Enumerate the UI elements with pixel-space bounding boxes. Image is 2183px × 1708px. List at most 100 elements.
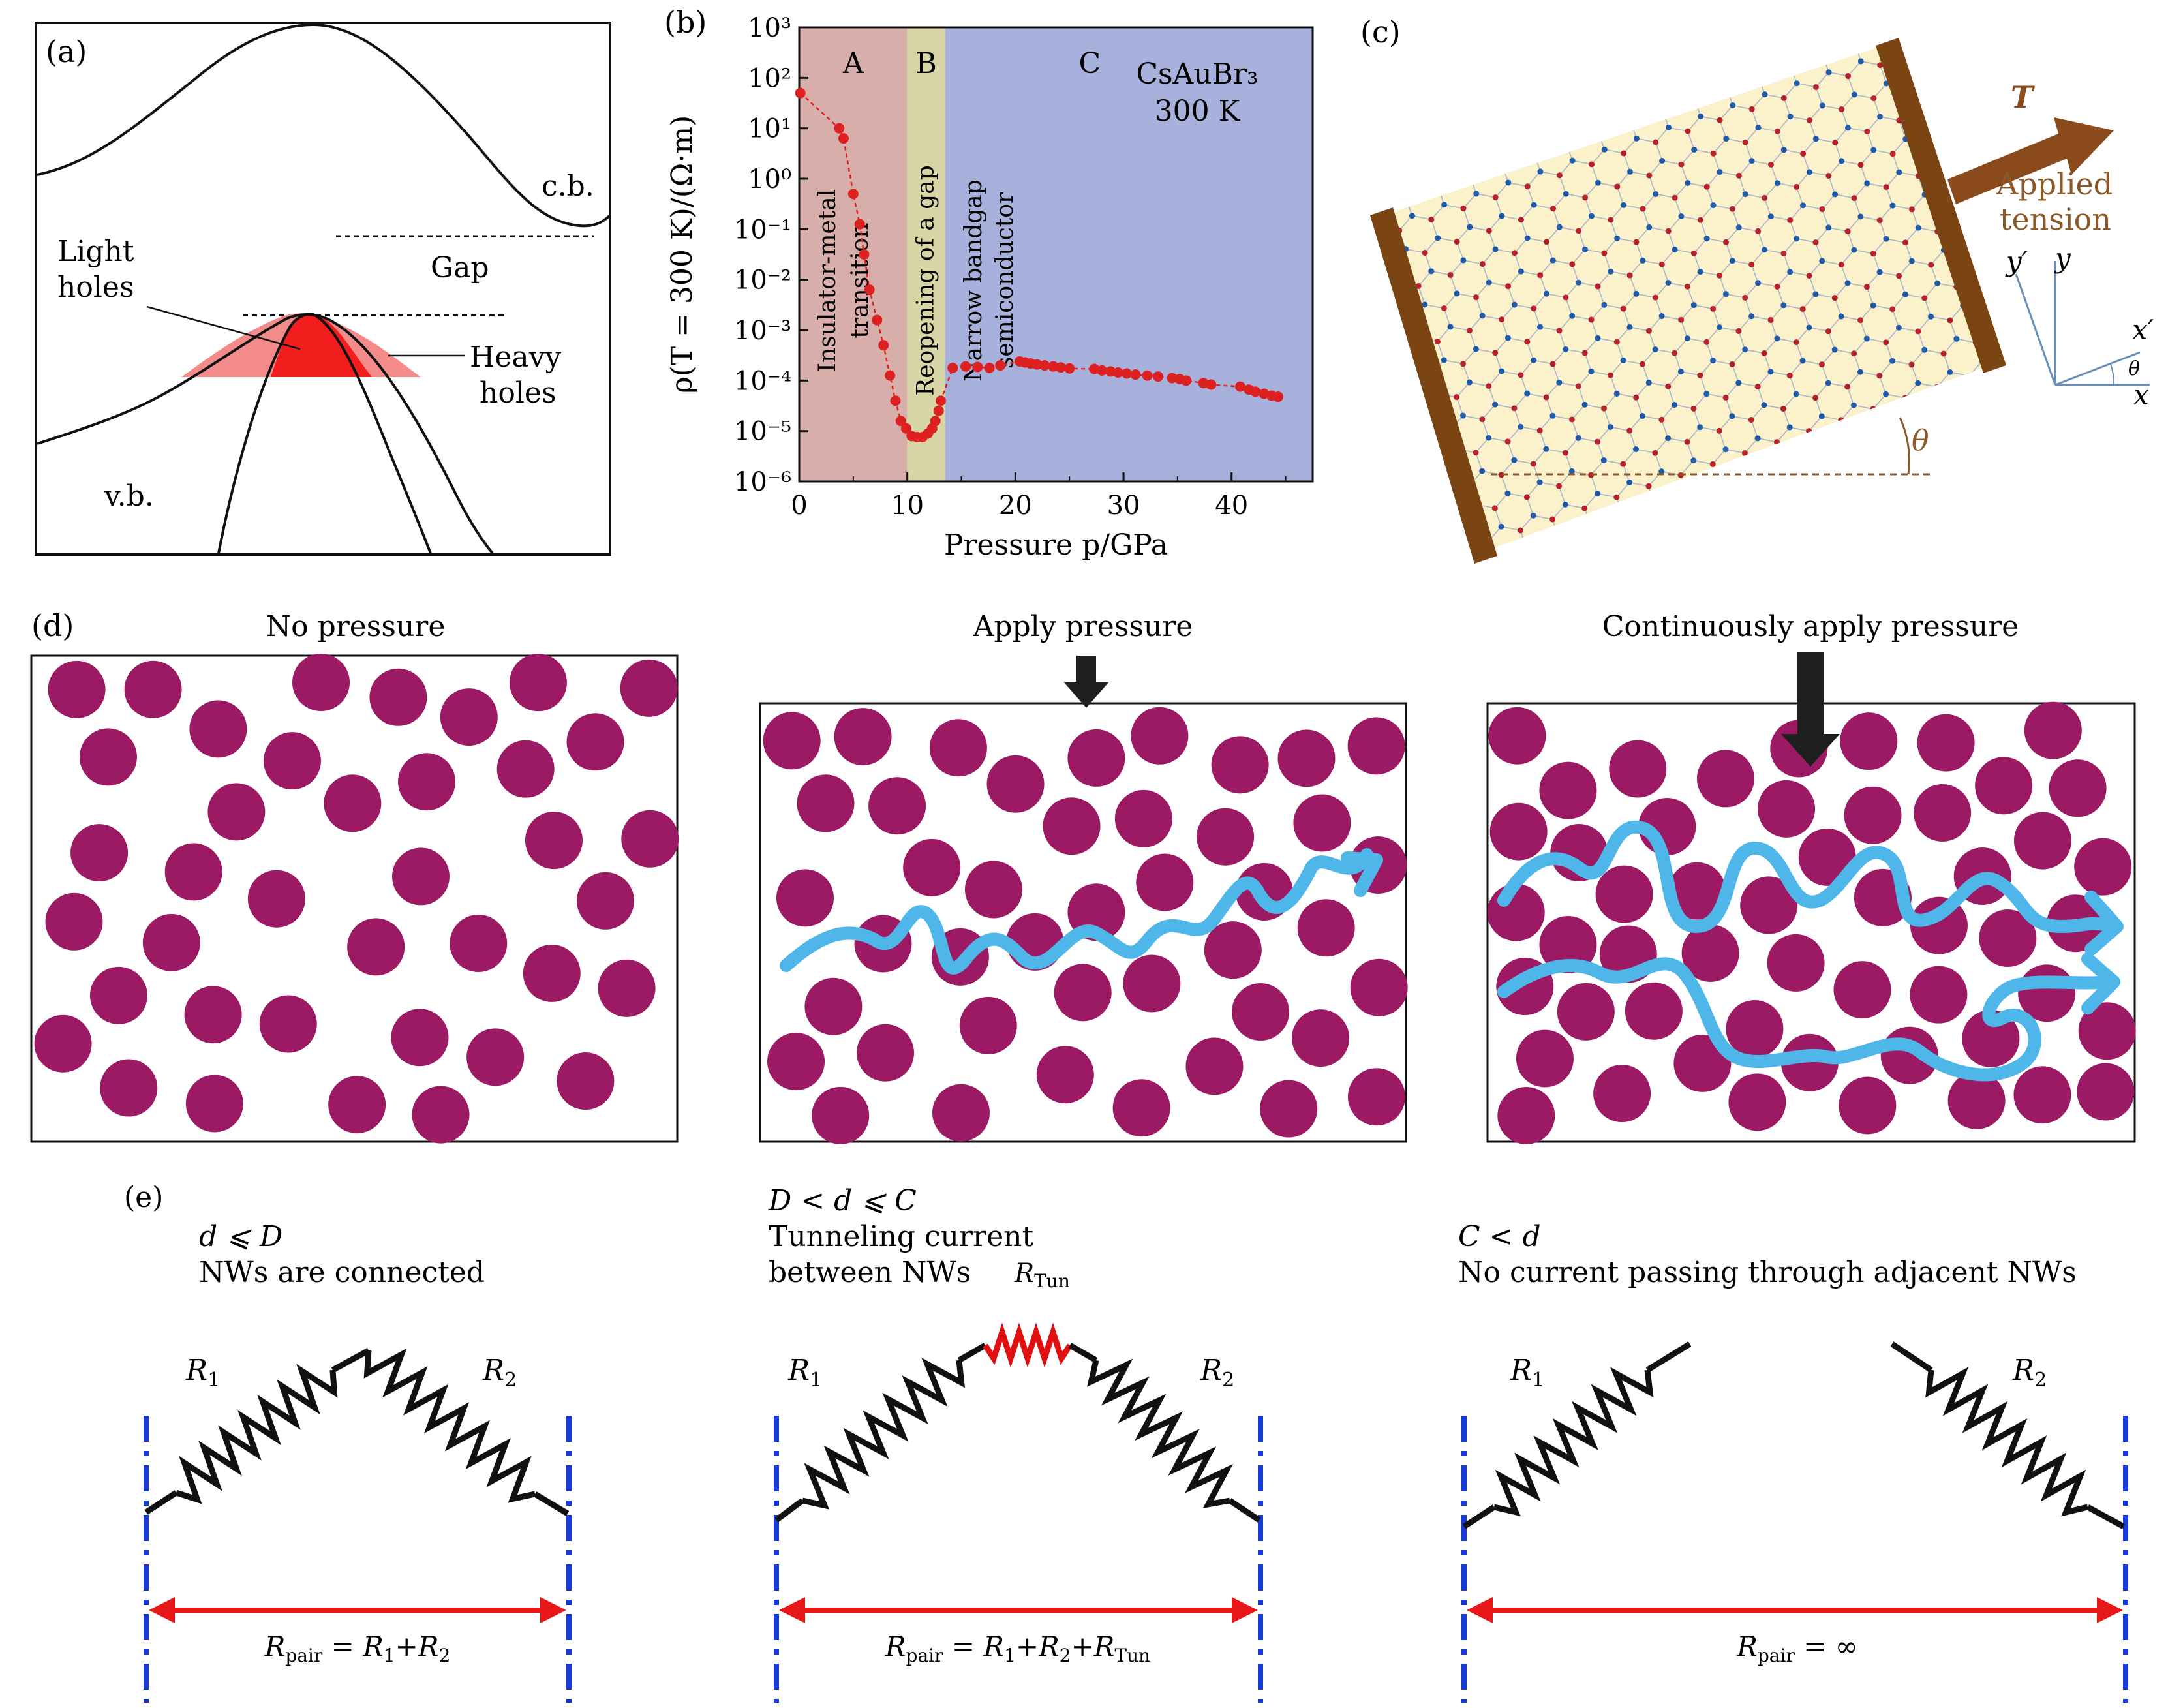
lattice-atom bbox=[1396, 382, 1402, 389]
lattice-atom bbox=[1865, 25, 1870, 31]
lattice-atom bbox=[1498, 679, 1504, 685]
nanowire-particle bbox=[189, 700, 247, 758]
lattice-atom bbox=[1664, 538, 1671, 545]
lattice-atom bbox=[1902, 239, 1908, 246]
lattice-atom bbox=[1768, 7, 1774, 12]
lattice-atom bbox=[1690, 561, 1696, 567]
lattice-atom bbox=[2075, 273, 2081, 279]
col2-junction-left bbox=[957, 1343, 987, 1363]
lattice-atom bbox=[1877, 114, 1884, 120]
nanowire-particle bbox=[1539, 761, 1597, 819]
lattice-atom bbox=[1549, 257, 1556, 264]
nanowire-particle bbox=[1043, 797, 1101, 855]
data-point bbox=[1153, 371, 1164, 382]
lattice-atom bbox=[1415, 646, 1421, 652]
lattice-atom bbox=[1511, 560, 1517, 566]
lattice-atom bbox=[1531, 357, 1537, 363]
nanowire-particle bbox=[1767, 934, 1825, 992]
lattice-atom bbox=[1972, 547, 1979, 548]
lattice-atom bbox=[1658, 261, 1665, 267]
lattice-atom bbox=[1858, 7, 1864, 12]
lattice-atom bbox=[1722, 602, 1728, 607]
lattice-atom bbox=[1908, 673, 1914, 679]
lattice-atom bbox=[1825, 224, 1832, 231]
lattice-atom bbox=[1402, 557, 1408, 562]
data-point bbox=[1130, 369, 1141, 380]
data-point bbox=[859, 249, 870, 260]
lattice-atom bbox=[1319, 213, 1325, 219]
axes-angle-arc bbox=[2110, 363, 2115, 386]
lattice-atom bbox=[2101, 296, 2107, 301]
nanowire-particle bbox=[1197, 808, 1255, 866]
data-point bbox=[930, 416, 941, 427]
lattice-atom bbox=[1730, 50, 1736, 57]
lattice-atom bbox=[1652, 294, 1658, 301]
lattice-atom bbox=[1332, 250, 1338, 256]
lattice-atom bbox=[1902, 602, 1908, 608]
lattice-atom bbox=[1678, 57, 1685, 64]
lattice-atom bbox=[1998, 569, 2004, 575]
lattice-atom bbox=[1339, 217, 1345, 222]
col3-desc: No current passing through adjacent NWs bbox=[1458, 1256, 2077, 1289]
lattice-atom bbox=[1735, 224, 1742, 231]
lattice-atom bbox=[1902, 395, 1908, 401]
nanowire-particle bbox=[1488, 707, 1546, 765]
lattice-atom bbox=[1460, 206, 1467, 212]
lattice-atom bbox=[1415, 594, 1421, 600]
col3-resistor-r2 bbox=[1925, 1367, 2089, 1517]
nanowire-particle bbox=[347, 918, 405, 976]
y-tick-label: 10⁰ bbox=[748, 164, 791, 194]
data-point bbox=[838, 133, 849, 144]
y-tick-label: 10³ bbox=[748, 13, 791, 43]
lattice-atom bbox=[2024, 436, 2030, 442]
lattice-atom bbox=[1530, 617, 1536, 622]
lattice-atom bbox=[1537, 272, 1544, 279]
lattice-atom bbox=[1370, 412, 1376, 418]
lattice-atom bbox=[1563, 294, 1569, 301]
lattice-atom bbox=[1665, 383, 1672, 389]
lattice-atom bbox=[1818, 361, 1825, 368]
lattice-atom bbox=[1665, 590, 1671, 596]
lattice-atom bbox=[1466, 690, 1472, 696]
lattice-atom bbox=[2018, 314, 2024, 320]
lattice-atom bbox=[1589, 161, 1595, 168]
lattice-atom bbox=[1556, 379, 1563, 386]
applied-label: Applied bbox=[1996, 166, 2113, 202]
tension-arrow bbox=[1947, 117, 2114, 204]
lattice-atom bbox=[2005, 380, 2011, 386]
lattice-atom bbox=[1851, 91, 1857, 98]
lattice-atom bbox=[1626, 272, 1633, 279]
lattice-atom bbox=[1908, 361, 1915, 368]
lattice-atom bbox=[1620, 305, 1626, 312]
lattice-atom bbox=[2152, 391, 2158, 397]
lattice-atom bbox=[1761, 557, 1767, 563]
lattice-atom bbox=[1614, 80, 1621, 86]
lattice-atom bbox=[1371, 361, 1377, 367]
lattice-atom bbox=[1882, 495, 1889, 501]
data-point bbox=[854, 219, 865, 230]
region-a-description-2: transition bbox=[847, 222, 874, 338]
lattice-atom bbox=[1389, 572, 1395, 577]
lattice-atom bbox=[1422, 560, 1427, 566]
lattice-atom bbox=[1536, 583, 1542, 589]
lattice-atom bbox=[1653, 36, 1659, 42]
lattice-atom bbox=[1422, 405, 1428, 412]
light-holes-pointer bbox=[146, 305, 301, 350]
lattice-atom bbox=[1626, 324, 1633, 330]
lattice-atom bbox=[1422, 301, 1428, 308]
lattice-atom bbox=[1621, 46, 1627, 53]
lattice-atom bbox=[1709, 513, 1716, 519]
lattice-atom bbox=[1664, 694, 1670, 700]
lattice-atom bbox=[1927, 417, 1934, 423]
lattice-atom bbox=[1505, 283, 1512, 290]
nanowire-particle bbox=[440, 688, 498, 746]
lattice-atom bbox=[1780, 302, 1787, 309]
lattice-atom bbox=[1633, 602, 1639, 607]
lattice-atom bbox=[1568, 468, 1575, 474]
lattice-atom bbox=[1672, 402, 1678, 408]
data-point bbox=[901, 423, 912, 434]
lattice-atom bbox=[1543, 550, 1549, 556]
lattice-atom bbox=[1620, 513, 1626, 519]
lattice-atom bbox=[2101, 451, 2107, 457]
lattice-atom bbox=[1762, 42, 1768, 46]
